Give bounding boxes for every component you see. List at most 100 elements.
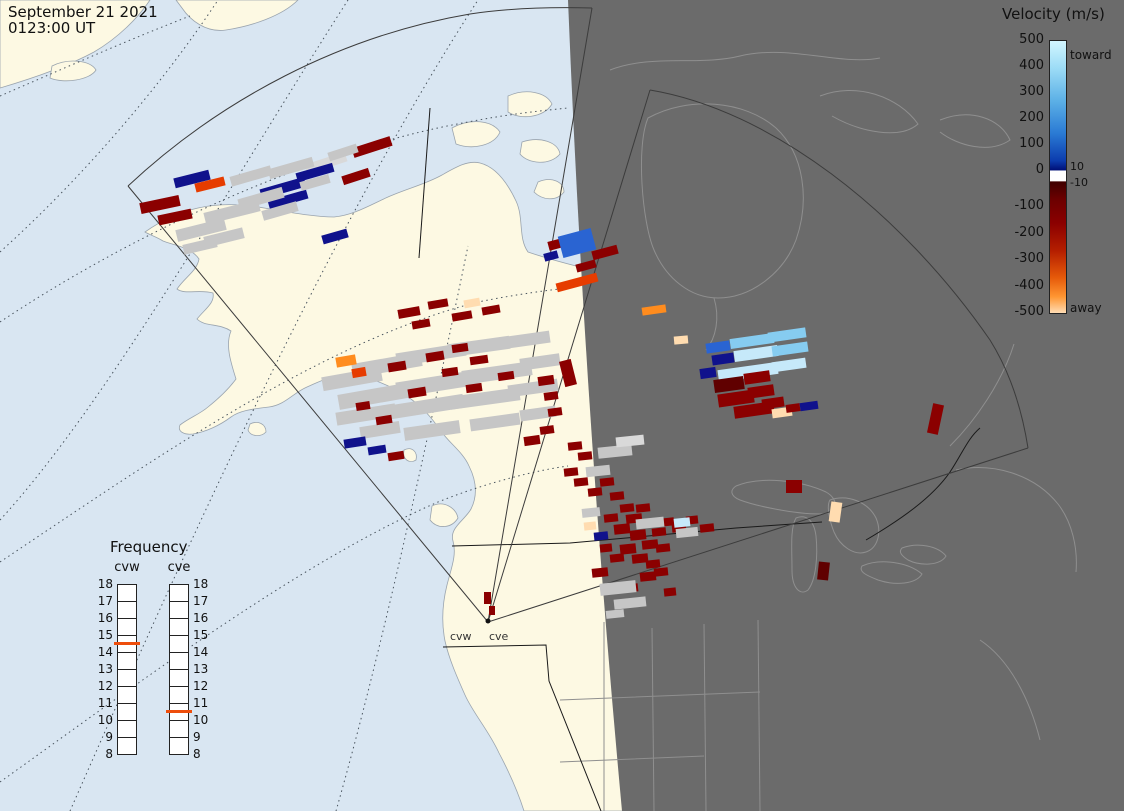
radar-echo — [321, 228, 349, 245]
velocity-tick: 200 — [1019, 110, 1044, 125]
radar-echo — [261, 201, 299, 221]
radar-echo — [407, 386, 427, 399]
velocity-tick: -300 — [1014, 251, 1044, 267]
velocity-tick: 400 — [1019, 58, 1044, 73]
freq-tick: 17 — [193, 594, 209, 608]
radar-echo — [655, 543, 671, 553]
radar-echo — [335, 354, 357, 368]
radar-echo — [499, 330, 551, 350]
freq-box — [169, 601, 189, 619]
away-label: away — [1070, 301, 1102, 315]
radar-echo — [537, 374, 555, 387]
freq-box — [169, 737, 189, 755]
radar-echo — [335, 403, 397, 426]
radar-echo — [585, 464, 611, 478]
velocity-colorbar — [1049, 40, 1067, 314]
freq-marker — [114, 642, 140, 645]
freq-tick: 8 — [193, 747, 201, 761]
radar-echo — [609, 491, 625, 501]
radar-echo — [427, 298, 449, 310]
radar-echo — [635, 503, 651, 513]
freq-tick: 18 — [97, 577, 113, 591]
radar-echo — [229, 165, 273, 187]
radar-echo — [355, 400, 371, 412]
freq-box — [169, 584, 189, 602]
radar-echo — [705, 340, 731, 354]
velocity-tick: 0 — [1035, 162, 1044, 177]
radar-echo — [559, 358, 577, 388]
freq-tick: 13 — [97, 662, 113, 676]
night-shade — [568, 0, 1124, 811]
velocity-tick: 500 — [1019, 32, 1044, 47]
radar-echo — [743, 370, 771, 385]
radar-echo — [609, 553, 625, 563]
radar-echo — [523, 434, 541, 447]
radar-echo — [613, 596, 647, 610]
radar-echo — [139, 194, 181, 215]
date-label: September 21 2021 — [8, 3, 158, 21]
radar-echo — [771, 357, 807, 373]
radar-echo — [675, 526, 699, 539]
freq-tick: 18 — [193, 577, 209, 591]
radar-echo — [767, 327, 807, 343]
radar-echo — [711, 352, 735, 366]
radar-echo — [653, 567, 669, 577]
radar-echo — [465, 382, 483, 394]
radar-echo — [481, 304, 501, 316]
radar-echo — [194, 176, 226, 193]
radar-echo — [593, 531, 609, 541]
radar-echo — [615, 434, 645, 448]
radar-echo — [343, 436, 367, 449]
radar-echo — [469, 412, 521, 432]
freq-tick: 15 — [193, 628, 209, 642]
time-label: 0123:00 UT — [8, 19, 96, 37]
radar-echo — [463, 297, 481, 309]
radar-echo — [299, 174, 331, 191]
radar-echo — [786, 480, 802, 493]
freq-box — [169, 686, 189, 704]
freq-tick: 12 — [97, 679, 113, 693]
radar-echo — [651, 527, 667, 537]
radar-echo — [387, 450, 405, 462]
toward-label: toward — [1070, 48, 1112, 62]
radar-echo — [351, 136, 393, 158]
radar-echo — [641, 304, 667, 316]
radar-echo — [484, 592, 491, 604]
radar-echo — [449, 387, 521, 410]
radar-echo — [645, 559, 661, 569]
radar-echo — [583, 521, 597, 531]
radar-echo — [599, 580, 637, 596]
radar-echo — [547, 407, 563, 417]
radar-echo — [267, 189, 309, 210]
radar-echo — [591, 567, 609, 578]
radar-echo — [567, 441, 583, 451]
freq-box — [169, 635, 189, 653]
radar-echo — [295, 162, 335, 183]
radar-echo — [175, 218, 227, 242]
freq-column-label: cvw — [114, 560, 140, 575]
freq-box — [117, 652, 137, 670]
freq-box — [117, 720, 137, 738]
velocity-tick: -100 — [1014, 198, 1044, 214]
radar-echo — [717, 361, 779, 383]
radar-echo — [451, 310, 473, 322]
radar-echo — [555, 272, 599, 293]
freq-box — [117, 584, 137, 602]
radar-echo — [799, 400, 819, 412]
freq-tick: 14 — [193, 645, 209, 659]
radar-echo — [267, 156, 315, 180]
radar-echo — [397, 306, 421, 319]
radar-echo — [599, 543, 613, 553]
freq-tick: 8 — [105, 747, 113, 761]
freq-box — [169, 652, 189, 670]
radar-echo — [182, 237, 218, 255]
freq-box — [117, 737, 137, 755]
graticule-lines — [0, 0, 569, 811]
radar-echo — [629, 529, 647, 541]
radar-echo — [581, 507, 601, 518]
radar-site-marker — [485, 618, 491, 624]
radar-echo — [613, 523, 631, 535]
radar-echo — [699, 523, 715, 533]
freq-tick: 16 — [193, 611, 209, 625]
